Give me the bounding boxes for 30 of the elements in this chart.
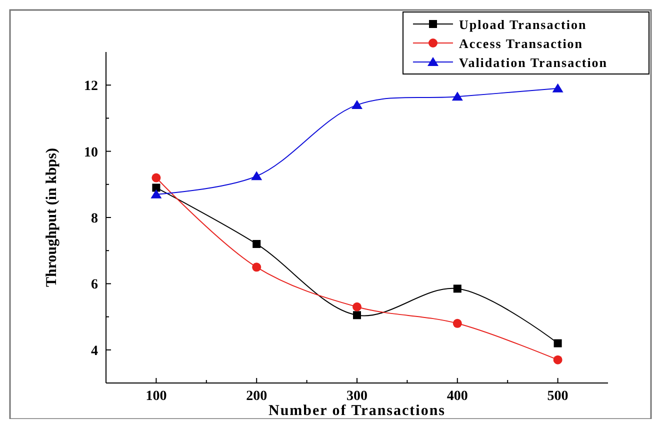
x-tick-label: 400 xyxy=(446,389,468,404)
x-tick-label: 500 xyxy=(547,389,568,404)
point xyxy=(252,240,261,248)
point xyxy=(252,262,262,272)
point xyxy=(352,302,362,312)
point xyxy=(251,171,262,180)
x-tick-label: 100 xyxy=(146,389,167,404)
y-tick-label: 4 xyxy=(91,344,98,359)
point xyxy=(150,189,162,198)
legend-label: Upload Transaction xyxy=(459,17,587,32)
y-tick-label: 12 xyxy=(84,79,98,94)
y-axis-title: Throughput (in kbps) xyxy=(44,148,60,287)
legend-label: Validation Transaction xyxy=(459,55,608,70)
y-tick-label: 6 xyxy=(91,278,98,293)
point xyxy=(552,83,564,92)
point xyxy=(352,100,362,109)
point xyxy=(553,355,562,364)
y-tick-label: 10 xyxy=(84,145,98,160)
x-tick-label: 200 xyxy=(246,389,268,404)
point xyxy=(453,284,462,293)
y-tick-label: 8 xyxy=(91,212,98,226)
point xyxy=(452,92,463,101)
x-axis-title: Number of Transactions xyxy=(268,403,446,419)
legend-label: Access Transaction xyxy=(459,36,584,51)
point xyxy=(152,184,160,192)
point xyxy=(152,173,161,182)
point xyxy=(452,318,462,328)
point xyxy=(353,311,361,320)
point xyxy=(554,339,562,348)
x-tick-label: 300 xyxy=(346,389,368,404)
